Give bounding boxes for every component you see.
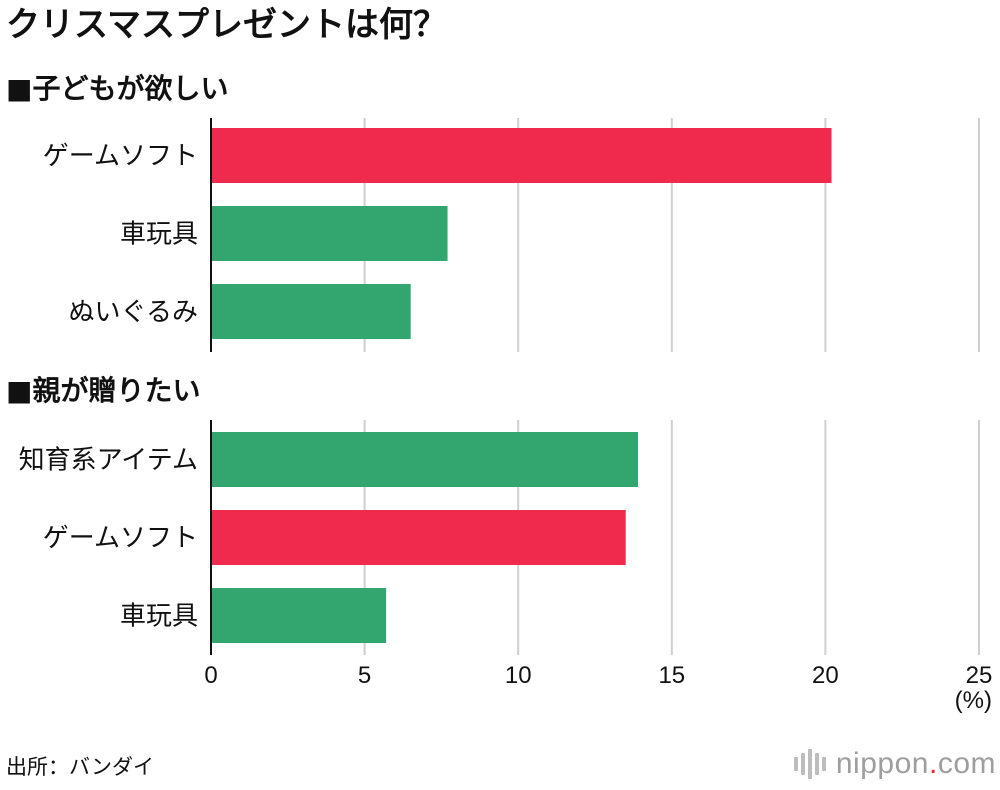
category-label: ゲームソフト (43, 142, 198, 172)
bar (211, 128, 832, 183)
bar (211, 432, 639, 487)
bar (211, 510, 626, 565)
category-label: 車玩具 (120, 602, 198, 632)
chart-title: クリスマスプレゼントは何？ (6, 5, 447, 45)
x-tick-label: 15 (658, 662, 685, 689)
source-note: 出所：バンダイ (6, 755, 155, 779)
bar (211, 206, 448, 261)
x-tick-label: 5 (358, 662, 371, 689)
section-title-children: ■子どもが欲しい (6, 72, 229, 105)
x-tick-label: 10 (505, 662, 532, 689)
category-label: 車玩具 (120, 220, 198, 250)
sound-wave-icon (793, 749, 826, 779)
x-tick-label: 25 (966, 662, 993, 689)
axis-unit-label: (%) (954, 687, 992, 714)
section-title-parents: ■親が贈りたい (6, 374, 201, 407)
brand-wordmark: nippon.com (835, 747, 996, 780)
brand-logo: nippon.com (793, 744, 996, 784)
category-label: ぬいぐるみ (69, 298, 198, 328)
x-tick-label: 20 (812, 662, 839, 689)
x-tick-label: 0 (204, 662, 217, 689)
category-label: 知育系アイテム (19, 446, 198, 476)
category-label: ゲームソフト (43, 524, 198, 554)
bar (211, 284, 411, 339)
bar (211, 588, 387, 643)
